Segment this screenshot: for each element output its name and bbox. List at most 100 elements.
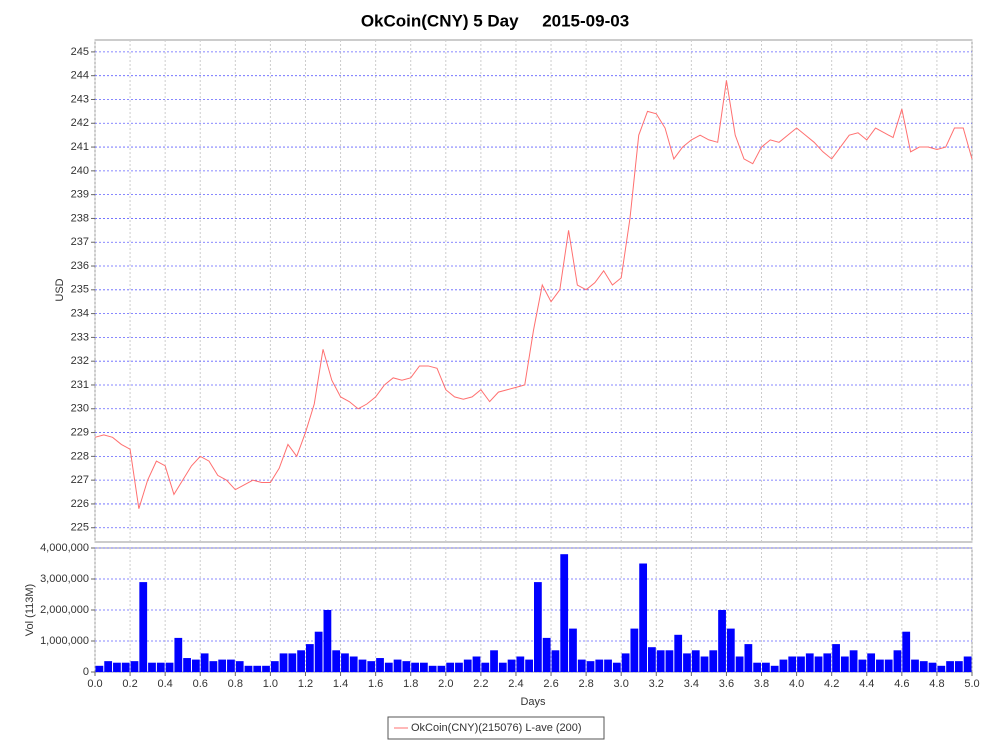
volume-bar xyxy=(516,656,525,672)
y-axis-label: Vol (113M) xyxy=(24,584,36,636)
x-tick-label: 1.8 xyxy=(403,678,418,690)
volume-bar xyxy=(525,659,533,672)
y-tick-label: 237 xyxy=(71,236,89,248)
x-axis-label: Days xyxy=(520,696,546,708)
volume-bar xyxy=(95,665,104,672)
volume-bar xyxy=(577,659,586,672)
volume-bar xyxy=(946,661,954,672)
volume-bar xyxy=(665,650,674,672)
volume-bar xyxy=(498,662,507,672)
legend-box xyxy=(387,716,605,740)
y-tick-label: 231 xyxy=(71,379,89,391)
volume-bar xyxy=(411,662,419,672)
x-tick-label: 4.2 xyxy=(824,678,839,690)
volume-bar xyxy=(630,628,639,672)
volume-bar xyxy=(911,659,919,672)
y-tick-label: 1,000,000 xyxy=(40,635,89,647)
volume-bar xyxy=(884,659,893,672)
y-tick-label: 242 xyxy=(71,117,89,129)
volume-bar xyxy=(691,650,700,672)
volume-bar xyxy=(235,661,244,672)
volume-bar xyxy=(534,582,542,672)
volume-bar xyxy=(928,662,937,672)
x-tick-label: 3.8 xyxy=(754,678,769,690)
volume-bar xyxy=(349,656,358,672)
y-tick-label: 230 xyxy=(71,403,89,415)
volume-bar xyxy=(279,653,288,672)
y-tick-label: 0 xyxy=(83,666,89,678)
volume-bar xyxy=(919,661,928,672)
x-tick-label: 5.0 xyxy=(964,678,979,690)
x-tick-label: 0.6 xyxy=(193,678,208,690)
x-tick-label: 2.8 xyxy=(578,678,593,690)
y-tick-label: 239 xyxy=(71,189,89,201)
x-tick-label: 3.0 xyxy=(614,678,629,690)
volume-bar xyxy=(797,656,805,672)
x-tick-label: 1.2 xyxy=(298,678,313,690)
volume-bar xyxy=(762,662,770,672)
x-tick-label: 2.4 xyxy=(508,678,523,690)
volume-bar xyxy=(823,653,832,672)
volume-bar xyxy=(840,656,849,672)
volume-bar xyxy=(490,650,498,672)
y-tick-label: 234 xyxy=(71,308,89,320)
y-tick-label: 235 xyxy=(71,284,89,296)
x-tick-label: 1.6 xyxy=(368,678,383,690)
volume-bar xyxy=(218,659,227,672)
volume-bar xyxy=(200,653,209,672)
volume-bar xyxy=(446,662,455,672)
volume-bar xyxy=(770,665,779,672)
volume-bar xyxy=(148,662,156,672)
volume-bar xyxy=(586,661,595,672)
y-tick-label: 243 xyxy=(71,93,89,105)
y-tick-label: 245 xyxy=(71,46,89,58)
volume-bar xyxy=(341,653,349,672)
volume-bar xyxy=(867,653,876,672)
y-tick-label: 233 xyxy=(71,331,89,343)
volume-bar xyxy=(174,637,183,672)
volume-bar xyxy=(156,662,165,672)
volume-bar xyxy=(551,650,560,672)
volume-bar xyxy=(893,650,902,672)
volume-bar xyxy=(937,665,946,672)
volume-bar xyxy=(244,665,253,672)
volume-bar xyxy=(805,653,814,672)
volume-bar xyxy=(849,650,858,672)
x-tick-label: 0.4 xyxy=(158,678,173,690)
volume-bar xyxy=(718,610,726,672)
volume-bar xyxy=(297,650,305,672)
x-tick-label: 4.4 xyxy=(859,678,874,690)
y-tick-label: 232 xyxy=(71,355,89,367)
y-tick-label: 226 xyxy=(71,498,89,510)
y-tick-label: 3,000,000 xyxy=(40,573,89,585)
volume-bar xyxy=(753,662,762,672)
volume-bar xyxy=(604,659,612,672)
volume-bar xyxy=(481,662,490,672)
y-tick-label: 228 xyxy=(71,450,89,462)
volume-bar xyxy=(683,653,691,672)
volume-bar xyxy=(735,656,744,672)
volume-bar xyxy=(656,650,665,672)
volume-bar xyxy=(648,647,656,672)
volume-bar xyxy=(130,661,139,672)
volume-bar xyxy=(332,650,341,672)
x-tick-label: 3.4 xyxy=(684,678,699,690)
x-tick-label: 0.8 xyxy=(228,678,243,690)
volume-bar xyxy=(165,662,174,672)
volume-bar xyxy=(323,610,332,672)
y-tick-label: 225 xyxy=(71,522,89,534)
volume-bar xyxy=(437,665,446,672)
plot-area xyxy=(94,39,973,543)
y-tick-label: 244 xyxy=(71,70,89,82)
volume-bar xyxy=(139,582,148,672)
volume-bar xyxy=(902,631,911,672)
x-tick-label: 4.0 xyxy=(789,678,804,690)
volume-bar xyxy=(463,659,472,672)
volume-bar xyxy=(121,662,130,672)
volume-bar xyxy=(305,644,314,672)
x-tick-label: 2.6 xyxy=(543,678,558,690)
volume-bar xyxy=(726,628,735,672)
volume-bar xyxy=(612,662,621,672)
y-tick-label: 238 xyxy=(71,212,89,224)
volume-bar xyxy=(744,644,753,672)
